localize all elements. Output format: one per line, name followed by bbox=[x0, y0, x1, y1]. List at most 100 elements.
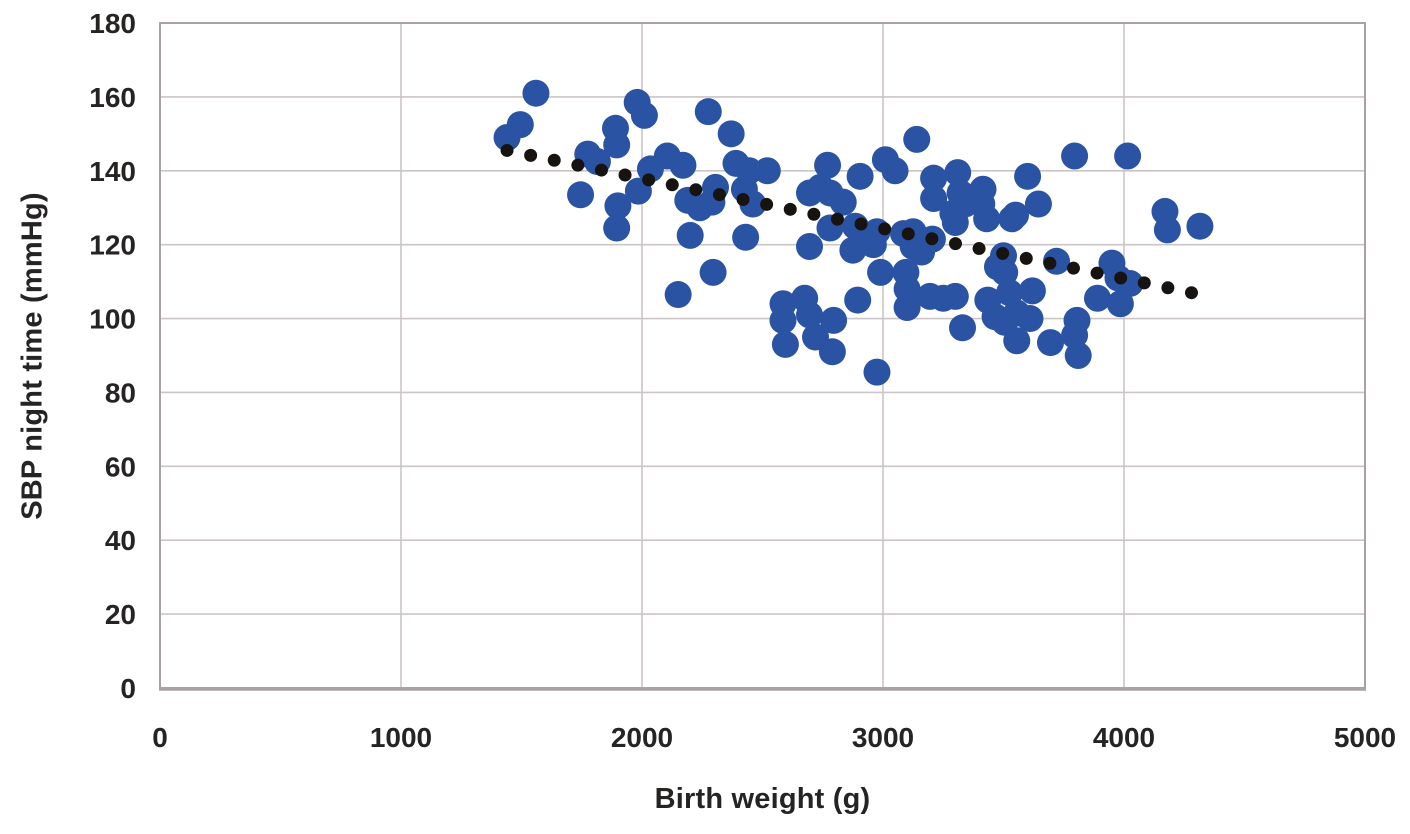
data-point bbox=[1106, 290, 1134, 318]
trend-dot bbox=[594, 163, 608, 177]
data-point bbox=[1016, 305, 1044, 333]
x-tick-label: 3000 bbox=[852, 722, 914, 753]
data-point bbox=[676, 221, 704, 249]
x-tick-label: 2000 bbox=[611, 722, 673, 753]
data-point bbox=[1153, 216, 1181, 244]
trend-dot bbox=[925, 232, 939, 246]
data-point bbox=[795, 301, 823, 329]
trend-dot bbox=[524, 148, 538, 162]
data-point bbox=[1186, 212, 1214, 240]
data-point bbox=[949, 314, 977, 342]
data-point bbox=[996, 279, 1024, 307]
data-point bbox=[1002, 201, 1030, 229]
gridlines bbox=[159, 22, 1366, 689]
data-point bbox=[991, 258, 1019, 286]
data-point bbox=[1114, 142, 1142, 170]
trend-dot bbox=[712, 188, 726, 202]
trend-dot bbox=[807, 207, 821, 221]
data-point bbox=[818, 338, 846, 366]
trend-dot bbox=[500, 143, 514, 157]
data-point bbox=[1014, 162, 1042, 190]
data-point bbox=[903, 125, 931, 153]
data-point bbox=[1061, 321, 1089, 349]
y-tick-label: 120 bbox=[89, 230, 136, 261]
x-tick-labels: 0 1000 2000 3000 4000 5000 bbox=[152, 722, 1396, 753]
trend-dot bbox=[665, 178, 679, 192]
trend-dot bbox=[1019, 251, 1033, 265]
trend-dot bbox=[642, 173, 656, 187]
trend-dot bbox=[689, 183, 703, 197]
data-point bbox=[1003, 327, 1031, 355]
data-point bbox=[1061, 142, 1089, 170]
data-point bbox=[753, 157, 781, 185]
y-tick-label: 140 bbox=[89, 156, 136, 187]
y-tick-labels: 0 20 40 60 80 100 120 140 160 180 bbox=[89, 8, 136, 704]
data-point bbox=[669, 151, 697, 179]
y-tick-label: 0 bbox=[120, 673, 136, 704]
data-point bbox=[603, 214, 631, 242]
data-point bbox=[1036, 329, 1064, 357]
plot-border bbox=[159, 22, 1366, 689]
trend-dot bbox=[1184, 286, 1198, 300]
x-tick-label: 5000 bbox=[1334, 722, 1396, 753]
y-tick-label: 80 bbox=[105, 377, 136, 408]
data-point bbox=[732, 223, 760, 251]
trend-dot bbox=[830, 212, 844, 226]
trend-dot bbox=[1043, 256, 1057, 270]
x-tick-label: 0 bbox=[152, 722, 168, 753]
trend-dot bbox=[1090, 266, 1104, 280]
data-point bbox=[829, 188, 857, 216]
trend-dot bbox=[1161, 281, 1175, 295]
x-tick-label: 1000 bbox=[370, 722, 432, 753]
data-point bbox=[881, 157, 909, 185]
data-point bbox=[944, 159, 972, 187]
data-point bbox=[846, 162, 874, 190]
trend-dot bbox=[618, 168, 632, 182]
data-point bbox=[863, 358, 891, 386]
trend-dot bbox=[571, 158, 585, 172]
data-point bbox=[1064, 342, 1092, 369]
data-point bbox=[814, 151, 842, 179]
data-point bbox=[1018, 277, 1046, 305]
data-point bbox=[630, 101, 658, 129]
data-point bbox=[844, 286, 872, 314]
trend-dot bbox=[1137, 276, 1151, 290]
data-point bbox=[604, 192, 632, 220]
y-tick-label: 180 bbox=[89, 8, 136, 39]
trend-dot bbox=[948, 237, 962, 251]
trend-dot bbox=[901, 227, 915, 241]
data-point bbox=[1083, 284, 1111, 312]
y-tick-label: 160 bbox=[89, 82, 136, 113]
trend-dot bbox=[996, 246, 1010, 260]
data-point bbox=[771, 330, 799, 358]
y-axis-title: SBP night time (mmHg) bbox=[16, 192, 49, 520]
trend-dot bbox=[760, 197, 774, 211]
scatter-points bbox=[493, 79, 1214, 386]
trend-dot bbox=[854, 217, 868, 231]
data-point bbox=[522, 79, 550, 107]
data-point bbox=[939, 199, 967, 227]
trend-dot bbox=[547, 153, 561, 167]
data-point bbox=[893, 275, 921, 303]
data-point bbox=[820, 306, 848, 334]
y-tick-label: 100 bbox=[89, 304, 136, 335]
trend-dot bbox=[972, 242, 986, 256]
y-tick-label: 60 bbox=[105, 451, 136, 482]
data-point bbox=[699, 258, 727, 286]
trend-dot bbox=[1066, 261, 1080, 275]
x-tick-label: 4000 bbox=[1093, 722, 1155, 753]
trend-dot bbox=[736, 193, 750, 207]
data-point bbox=[493, 124, 521, 152]
data-point bbox=[664, 281, 692, 309]
data-point bbox=[795, 233, 823, 261]
trend-dot bbox=[1114, 271, 1128, 285]
data-point bbox=[867, 258, 895, 286]
data-point bbox=[1024, 190, 1052, 218]
trend-line-dots bbox=[500, 143, 1198, 300]
data-point bbox=[603, 131, 631, 159]
data-point bbox=[717, 120, 745, 148]
data-point bbox=[694, 98, 722, 126]
data-point bbox=[920, 184, 948, 212]
data-point bbox=[941, 282, 969, 310]
